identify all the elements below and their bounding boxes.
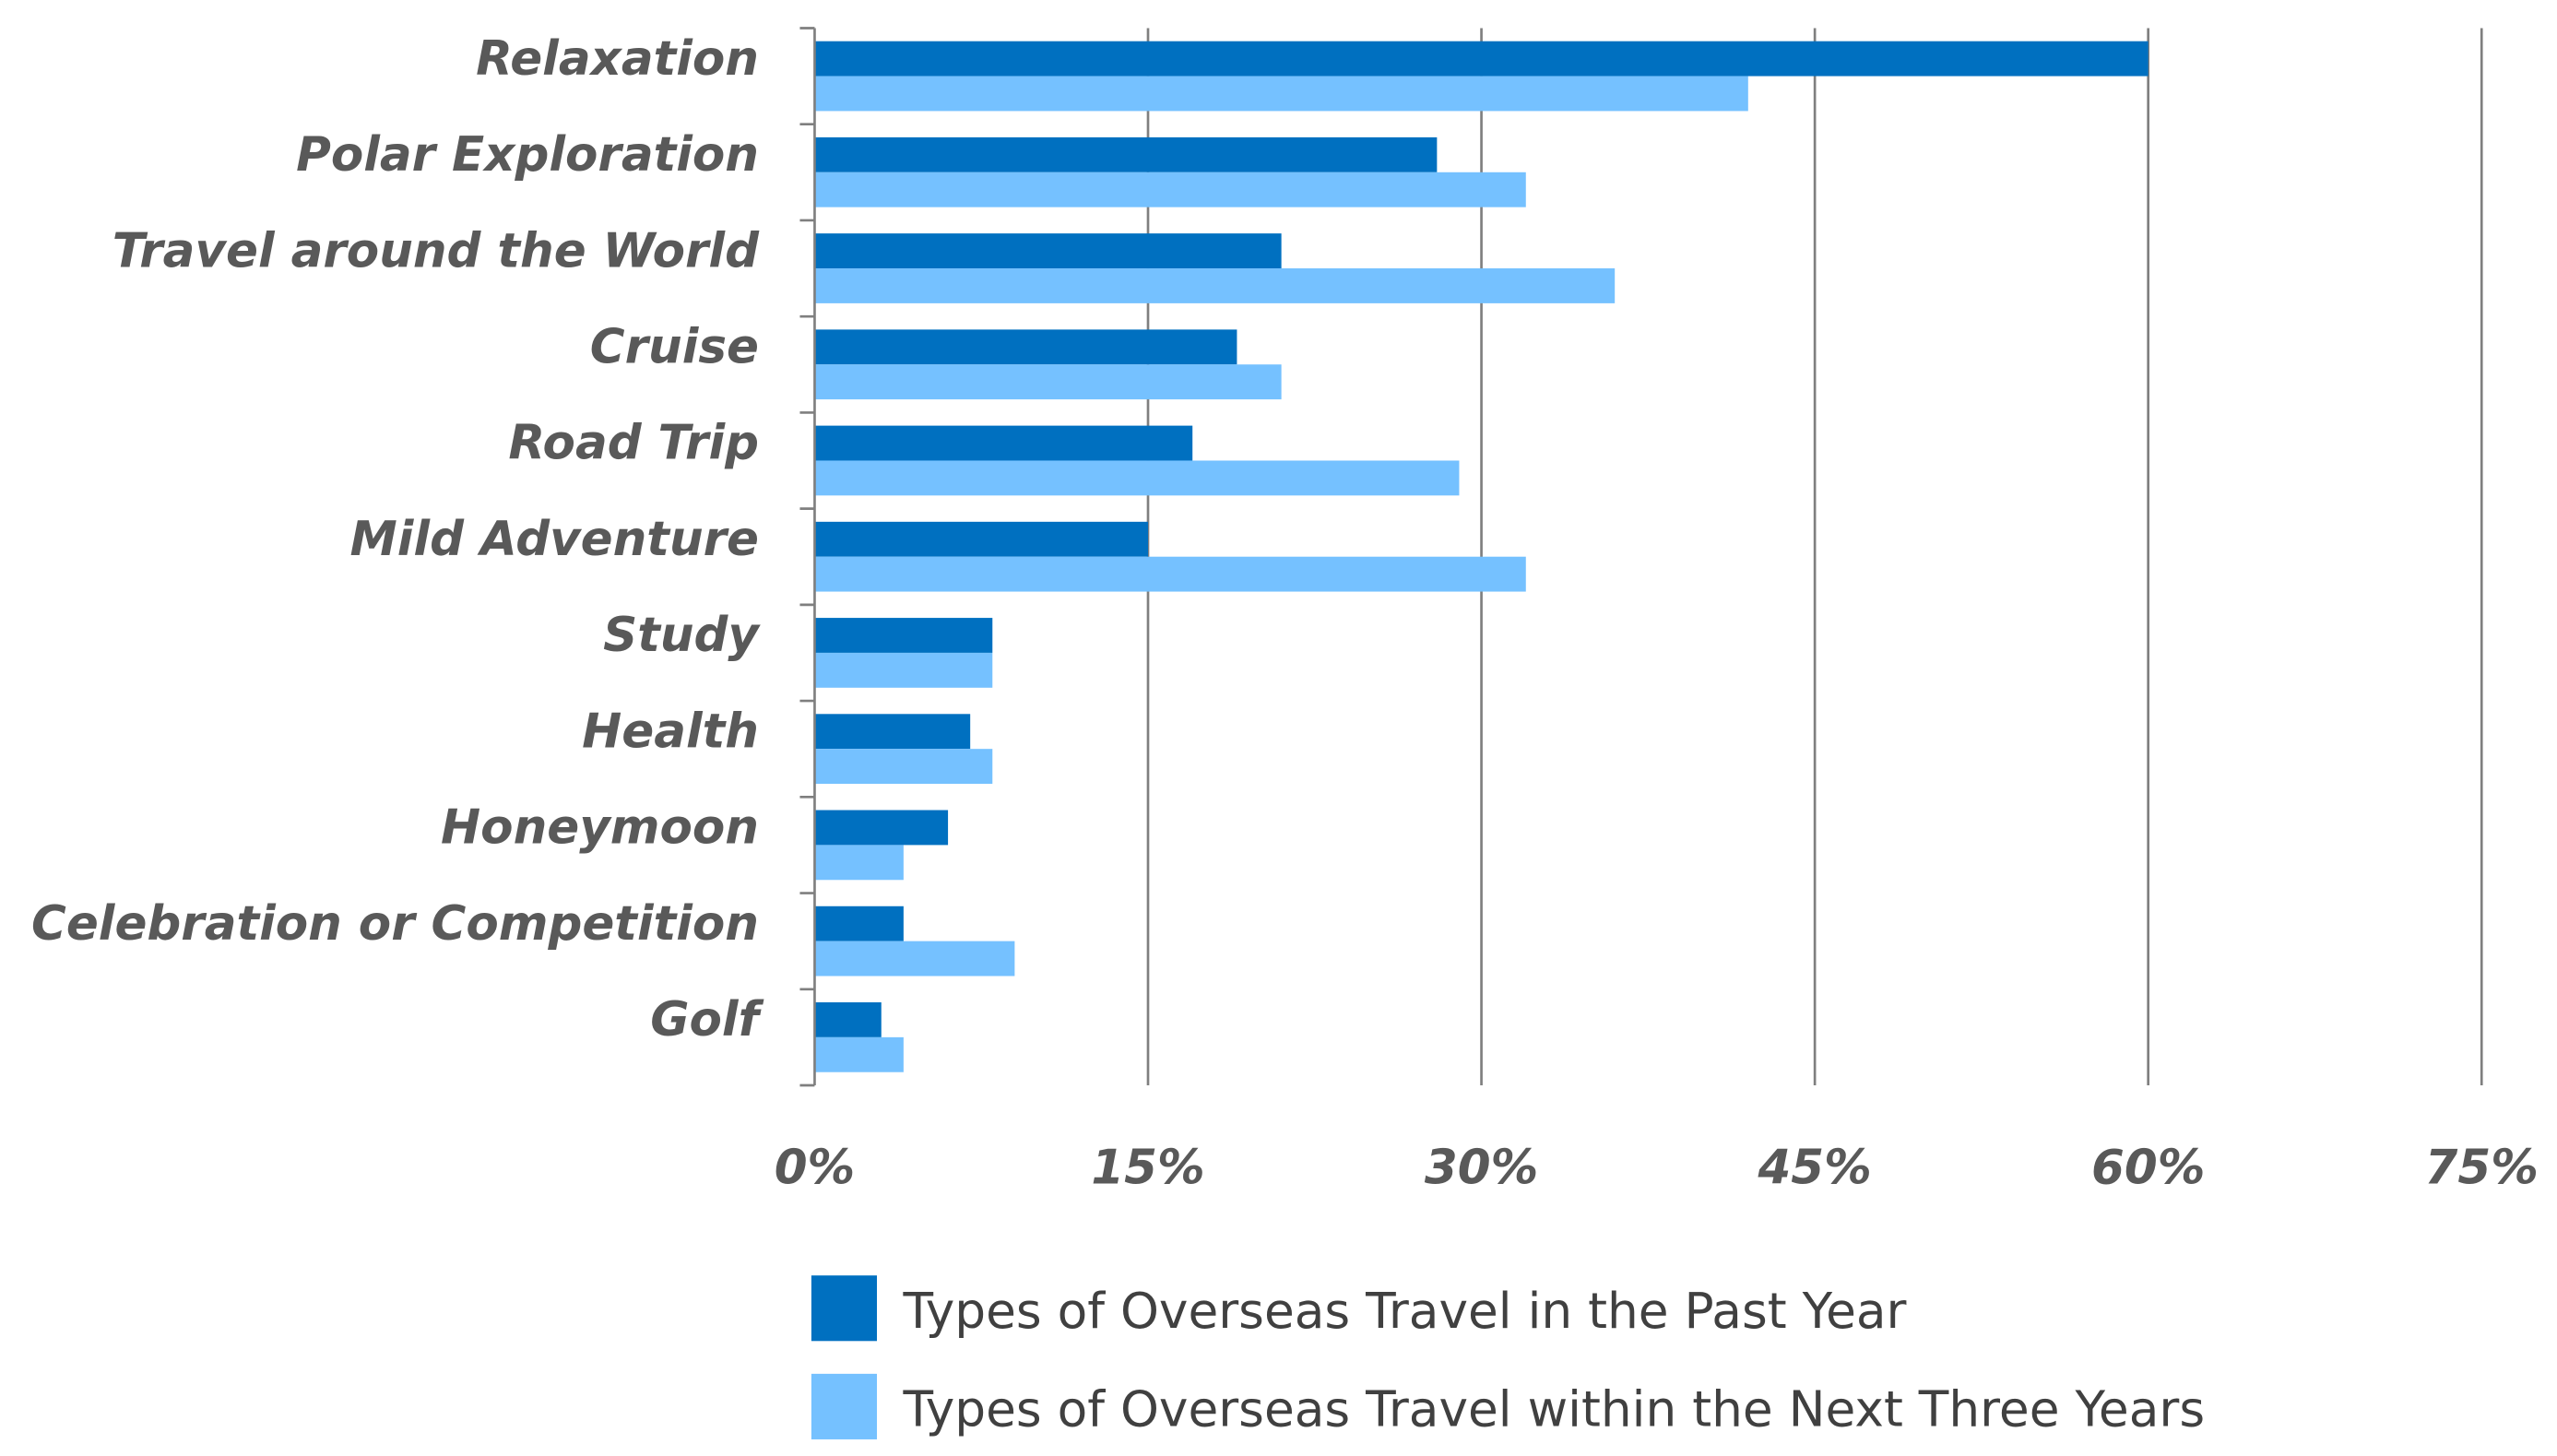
category-label: Mild Adventure	[349, 512, 759, 567]
x-tick-label: 45%	[1757, 1141, 1871, 1196]
category-label: Cruise	[590, 320, 759, 375]
bar-next-three-years	[814, 652, 993, 688]
bar-next-three-years	[814, 172, 1526, 207]
bar-next-three-years	[814, 268, 1616, 303]
legend-swatch-next-three-years	[811, 1373, 877, 1439]
bar-past-year	[814, 233, 1282, 269]
bar-past-year	[814, 1001, 882, 1037]
category-label: Travel around the World	[112, 223, 760, 278]
bar-past-year	[814, 41, 2149, 77]
x-tick-label: 30%	[1425, 1141, 1538, 1196]
legend-swatch-past-year	[811, 1275, 877, 1342]
x-tick-label: 15%	[1091, 1141, 1204, 1196]
bar-next-three-years	[814, 556, 1526, 592]
bar-past-year	[814, 329, 1237, 365]
category-label: Golf	[650, 992, 764, 1048]
bar-next-three-years	[814, 1036, 904, 1072]
y-axis	[799, 27, 816, 1087]
bar-past-year	[814, 136, 1438, 172]
bar-past-year	[814, 906, 904, 941]
legend-label-past-year: Types of Overseas Travel in the Past Yea…	[902, 1283, 1906, 1340]
bar-past-year	[814, 810, 949, 846]
bar-next-three-years	[814, 76, 1748, 112]
category-label: Health	[582, 704, 759, 759]
bar-past-year	[814, 618, 993, 653]
bars	[814, 41, 2149, 1072]
bar-past-year	[814, 714, 971, 750]
category-label: Honeymoon	[441, 800, 759, 856]
category-labels: Relaxation Polar Exploration Travel around…	[31, 31, 764, 1048]
x-tick-label: 60%	[2091, 1141, 2205, 1196]
category-label: Polar Exploration	[296, 127, 759, 183]
x-tick-label: 75%	[2425, 1141, 2539, 1196]
bar-past-year	[814, 425, 1193, 461]
x-tick-labels: 0% 15% 30% 45% 60% 75%	[775, 1141, 2539, 1196]
bar-past-year	[814, 521, 1149, 557]
bar-next-three-years	[814, 845, 904, 881]
legend-label-next-three-years: Types of Overseas Travel within the Next…	[902, 1381, 2205, 1438]
bar-next-three-years	[814, 941, 1015, 977]
bar-next-three-years	[814, 460, 1460, 496]
bar-next-three-years	[814, 749, 993, 785]
category-label: Celebration or Competition	[31, 896, 759, 952]
category-label: Study	[603, 608, 761, 663]
legend: Types of Overseas Travel in the Past Yea…	[811, 1275, 2205, 1439]
bar-next-three-years	[814, 364, 1282, 400]
x-tick-label: 0%	[775, 1141, 856, 1196]
category-label: Relaxation	[476, 31, 759, 87]
category-label: Road Trip	[508, 416, 759, 471]
